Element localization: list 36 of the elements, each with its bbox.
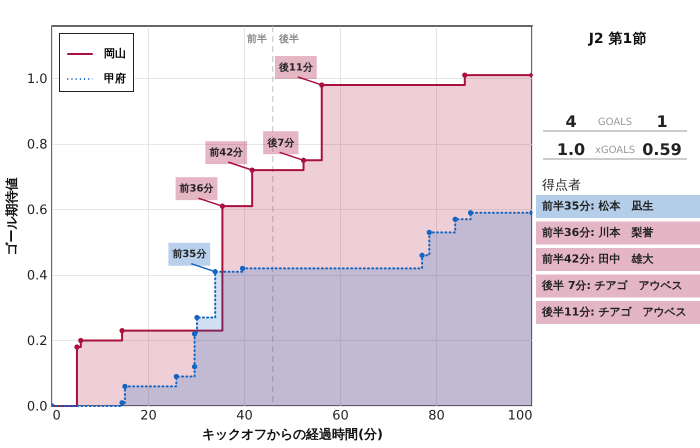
text: 4 [565, 112, 577, 131]
y-tick-label: 0.4 [26, 268, 48, 284]
y-tick-label: 0.6 [26, 202, 48, 218]
x-tick-label: 20 [140, 408, 157, 424]
category-label: 後半11分: チアゴ アウベス [541, 306, 687, 318]
text: 1.0 [556, 140, 586, 159]
category-label: 後半 7分: チアゴ アウベス [541, 279, 683, 292]
text: 0.59 [642, 140, 682, 159]
text: xGOALS [594, 145, 636, 156]
x-tick-label: 80 [428, 408, 445, 424]
legend-label: 甲府 [104, 72, 126, 85]
category-label: 前半36分: 川本 梨誉 [541, 226, 654, 239]
y-tick-label: 0.2 [26, 334, 48, 349]
x-tick-label: 60 [332, 408, 349, 424]
legend-label: 岡山 [104, 47, 126, 60]
annotation: 前半 [246, 33, 267, 45]
x-tick-label: 0 [52, 408, 61, 424]
x-axis-title: キックオフからの経過時間(分) [202, 428, 383, 442]
y-tick-label: 0.8 [26, 137, 48, 152]
annotation: 後7分 [266, 136, 296, 149]
text: 1 [656, 112, 668, 131]
annotation: 後11分 [278, 61, 314, 74]
x-tick-label: 40 [236, 408, 253, 424]
category-label: 前半35分: 松本 凪生 [541, 200, 654, 212]
annotation: 前36分 [178, 182, 214, 195]
x-tick-label: 100 [508, 408, 532, 424]
y-axis-title: ゴール期待値 [4, 178, 20, 256]
category-label: 前半42分: 田中 雄大 [541, 252, 655, 266]
text: 得点者 [542, 178, 581, 193]
y-tick-label: 0.0 [26, 400, 48, 414]
annotation: 後半 [278, 33, 299, 45]
text: GOALS [598, 117, 632, 128]
annotation: 前35分 [171, 248, 208, 260]
annotation: 前42分 [208, 146, 244, 159]
text: J2 第1節 [588, 31, 646, 47]
y-tick-label: 1.0 [26, 72, 48, 87]
